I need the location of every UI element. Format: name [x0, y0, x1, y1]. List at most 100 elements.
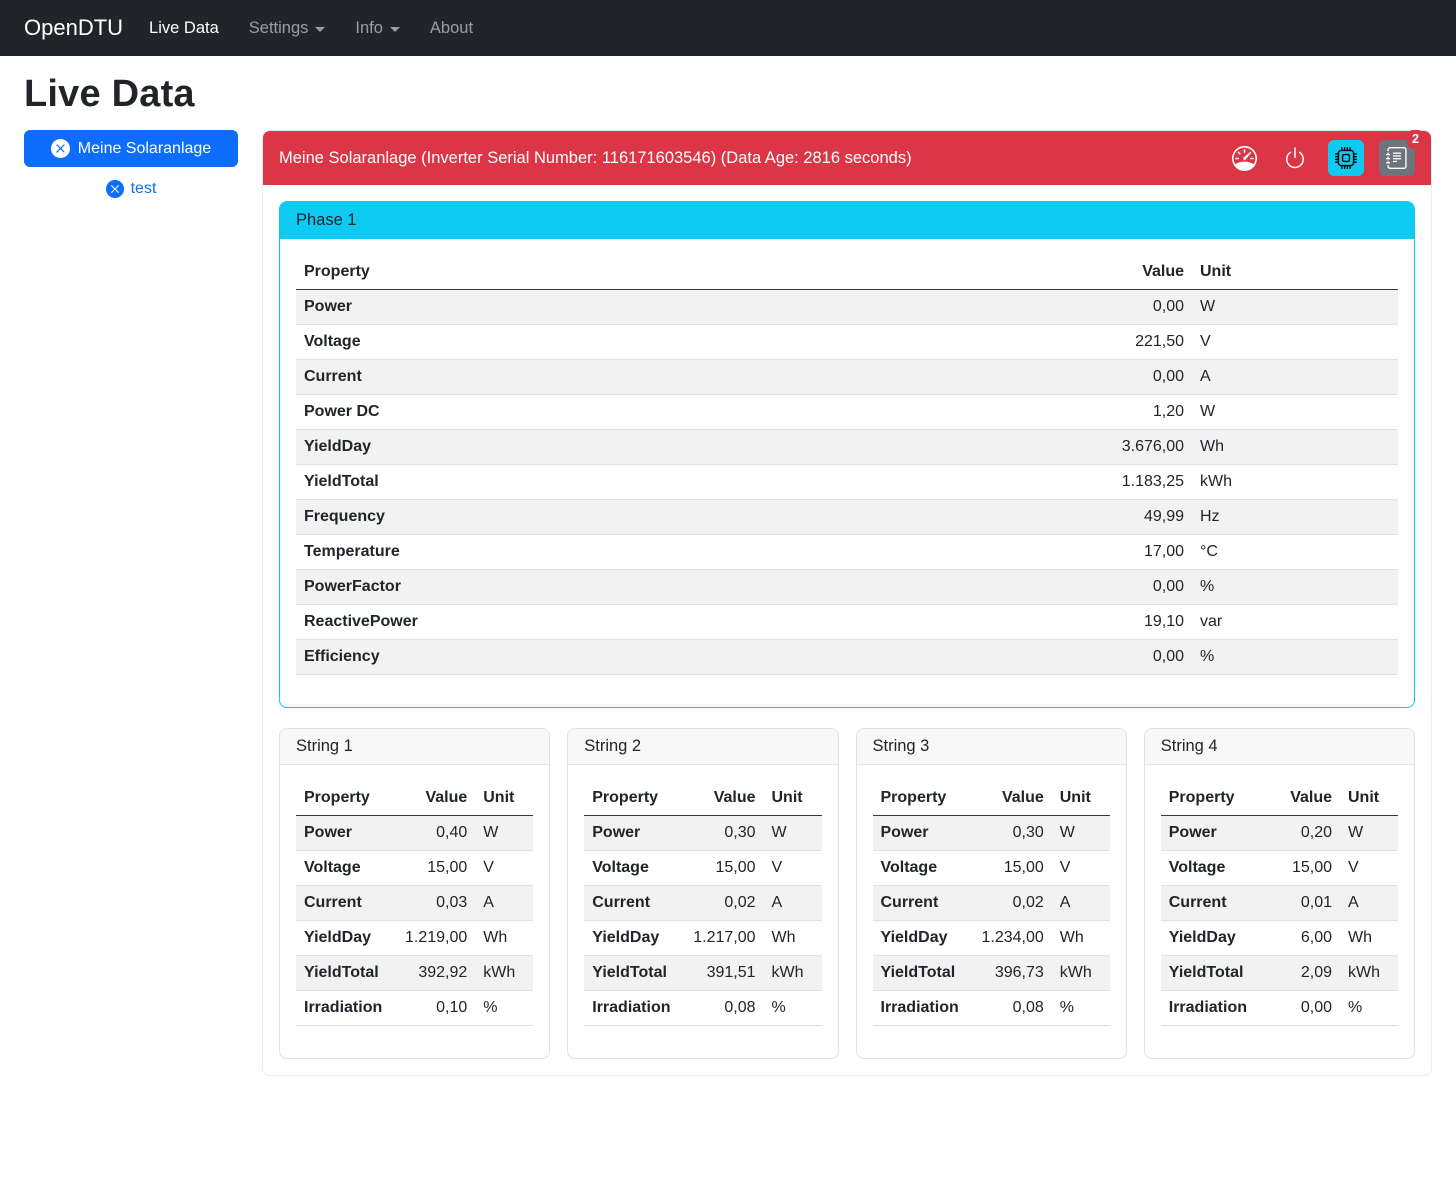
- table-row: Power 0,20 W: [1160, 815, 1398, 851]
- property-unit: kWh: [483, 964, 516, 981]
- property-value: 0,00: [1152, 298, 1184, 315]
- property-value: 0,03: [436, 894, 468, 911]
- property-value: 0,00: [1300, 999, 1332, 1016]
- property-name: YieldTotal: [592, 964, 667, 981]
- inverter-link-label: test: [130, 180, 157, 197]
- property-name: Irradiation: [304, 999, 383, 1016]
- property-unit: V: [483, 859, 494, 876]
- table-row: Frequency 49,99 Hz: [296, 499, 1398, 535]
- property-name: Current: [592, 894, 651, 911]
- property-name: Frequency: [304, 508, 385, 525]
- page-title: Live Data: [24, 73, 195, 115]
- table-row: Voltage 221,50 V: [296, 325, 1398, 360]
- property-name: Power: [304, 824, 353, 841]
- table-row: Irradiation 0,08%: [584, 991, 822, 1026]
- property-unit: W: [771, 824, 787, 841]
- inverter-card: Meine Solaranlage (Inverter Serial Numbe…: [262, 130, 1432, 1076]
- property-name: Voltage: [592, 859, 649, 876]
- property-value: 0,30: [724, 824, 756, 841]
- property-unit: A: [1200, 368, 1211, 385]
- property-name: Irradiation: [592, 999, 671, 1016]
- property-value: 0,00: [1152, 578, 1184, 595]
- property-name: YieldDay: [880, 929, 948, 946]
- property-unit: Hz: [1200, 508, 1220, 525]
- cpu-icon: [1335, 147, 1357, 169]
- property-value: 15,00: [427, 859, 468, 876]
- property-unit: °C: [1200, 543, 1218, 560]
- property-name: YieldTotal: [880, 964, 956, 981]
- strings-grid: String 1 Property Value Unit: [279, 728, 1415, 1059]
- property-name: Irradiation: [1168, 999, 1247, 1016]
- journal-text-icon: [1386, 147, 1407, 169]
- property-value: 49,99: [1143, 508, 1184, 525]
- property-unit: W: [1200, 403, 1216, 420]
- property-unit: Wh: [1200, 438, 1224, 455]
- inverter-button-meine-solaranlage[interactable]: Meine Solaranlage: [24, 130, 238, 167]
- property-unit: W: [1348, 824, 1364, 841]
- column-header-property: Property: [296, 781, 394, 816]
- nav-item-about[interactable]: About: [430, 19, 473, 38]
- property-unit: %: [483, 999, 498, 1016]
- column-header-unit: Unit: [763, 781, 822, 816]
- string-card: String 2 Property Value Unit: [567, 728, 839, 1059]
- limit-settings-button[interactable]: [1226, 140, 1262, 176]
- power-settings-button[interactable]: [1277, 140, 1313, 176]
- column-header-property: Property: [584, 781, 683, 816]
- x-circle-icon: [105, 180, 124, 198]
- column-header-unit: Unit: [1340, 781, 1398, 816]
- table-row: Voltage 15,00 V: [296, 851, 534, 886]
- event-log-button[interactable]: 2: [1379, 130, 1424, 176]
- property-value: 1,20: [1152, 403, 1184, 420]
- column-header-unit: Unit: [1192, 255, 1398, 290]
- property-value: 396,73: [994, 964, 1044, 981]
- table-header-row: Property Value Unit: [296, 781, 534, 816]
- speedometer-icon: [1231, 145, 1257, 171]
- nav-item-label: About: [429, 18, 474, 37]
- brand-logo[interactable]: OpenDTU: [24, 15, 124, 40]
- table-row: YieldTotal 1.183,25 kWh: [296, 465, 1398, 500]
- property-unit: kWh: [1348, 964, 1380, 981]
- property-name: YieldDay: [1168, 929, 1236, 946]
- property-unit: V: [1348, 859, 1359, 876]
- property-unit: Wh: [771, 929, 796, 946]
- property-unit: V: [1200, 333, 1211, 350]
- table-header-row: Property Value Unit: [296, 255, 1398, 290]
- property-value: 0,00: [1152, 368, 1184, 385]
- string-card-title: String 1: [280, 729, 550, 765]
- property-unit: A: [1059, 894, 1071, 911]
- nav-item-live-data[interactable]: Live Data: [149, 19, 219, 38]
- property-name: Power: [304, 298, 353, 315]
- table-header-row: Property Value Unit: [872, 781, 1110, 816]
- property-name: Irradiation: [880, 999, 959, 1016]
- table-row: Current 0,03 A: [296, 885, 534, 921]
- device-info-button[interactable]: [1328, 140, 1364, 176]
- property-name: Voltage: [304, 333, 361, 350]
- property-name: YieldTotal: [304, 473, 379, 490]
- property-name: Power DC: [304, 403, 380, 420]
- property-value: 221,50: [1135, 333, 1184, 350]
- property-unit: V: [1059, 859, 1071, 876]
- table-row: Efficiency 0,00%: [296, 639, 1398, 675]
- table-row: Power 0,00 W: [296, 289, 1398, 325]
- string-table: Property Value Unit Power 0,40 W Voltage 15,…: [296, 781, 534, 1026]
- navbar: OpenDTU Live Data Settings Info About: [0, 0, 1456, 56]
- nav-item-info[interactable]: Info: [355, 19, 400, 38]
- property-value: 0,01: [1300, 894, 1332, 911]
- column-header-unit: Unit: [475, 781, 534, 816]
- table-row: Current 0,02 A: [584, 885, 822, 921]
- table-header-row: Property Value Unit: [584, 781, 822, 816]
- nav-item-settings[interactable]: Settings: [249, 19, 326, 38]
- x-circle-icon: [50, 139, 70, 158]
- property-value: 0,02: [1012, 894, 1044, 911]
- property-value: 15,00: [1291, 859, 1332, 876]
- table-row: YieldDay 6,00 Wh: [1160, 921, 1398, 956]
- table-row: Voltage 15,00 V: [1160, 851, 1398, 886]
- property-unit: %: [1200, 578, 1215, 595]
- column-header-property: Property: [296, 255, 855, 290]
- string-table: Property Value Unit Power 0,30 W Voltage 15,…: [872, 781, 1110, 1026]
- table-row: Power DC 1,20 W: [296, 395, 1398, 430]
- string-card: String 3 Property Value Unit: [855, 728, 1127, 1059]
- table-row: Power 0,30 W: [872, 815, 1110, 851]
- property-value: 0,20: [1300, 824, 1332, 841]
- inverter-button-test[interactable]: test: [105, 180, 157, 198]
